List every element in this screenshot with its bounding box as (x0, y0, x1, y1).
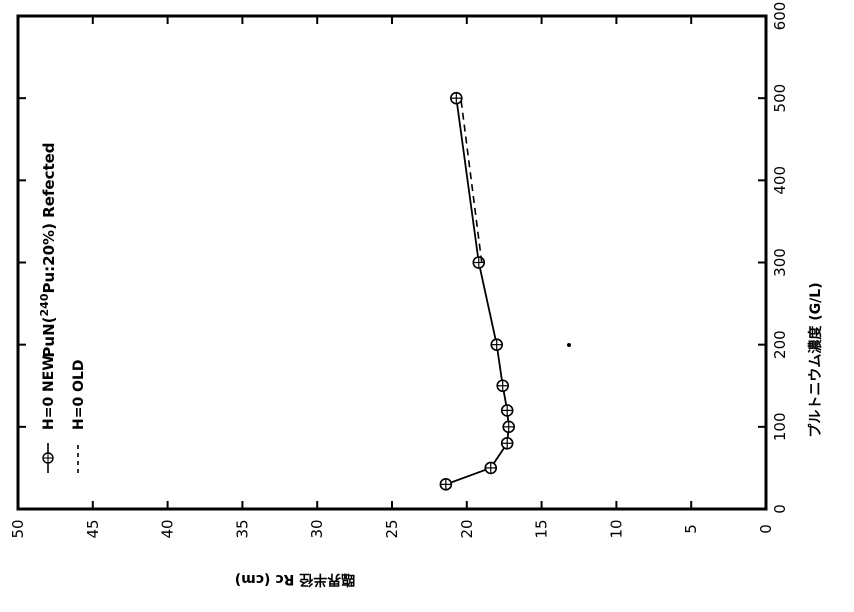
y-tick-label: 5 (682, 524, 700, 534)
y-tick-label: 0 (757, 524, 775, 534)
stray-dot (567, 343, 571, 347)
chart-title-rest: Pu:20%) Refected (40, 142, 58, 293)
legend-item: H=0 OLD (71, 359, 87, 473)
series-line-1 (460, 98, 483, 263)
y-tick-label: 30 (308, 519, 326, 538)
chart-title-superscript: 240 (38, 293, 51, 316)
x-tick-label: 200 (771, 330, 789, 359)
x-axis-ticks: 0 100 200 300 400 500 600 (18, 2, 789, 514)
chart-title-prefix: PuN( (40, 316, 58, 357)
series-line-0 (445, 98, 510, 486)
data-point (484, 461, 498, 475)
y-tick-label: 50 (9, 519, 27, 538)
y-tick-label: 10 (607, 519, 625, 538)
y-tick-label: 40 (159, 519, 177, 538)
data-point (450, 91, 463, 105)
x-tick-label: 300 (771, 248, 789, 277)
plot-frame (16, 14, 768, 511)
data-point (500, 404, 514, 417)
data-point (500, 436, 514, 450)
legend-label: H=0 NEW (41, 355, 57, 430)
data-point (439, 478, 453, 491)
x-tick-label: 400 (771, 166, 789, 195)
x-axis-label: プルトニウム濃度 (G/L) (807, 282, 824, 437)
legend-item: H=0 NEW (41, 355, 57, 473)
y-axis-label: 臨界半径 Rc (cm) (235, 571, 356, 588)
data-point (472, 256, 486, 269)
series-layer (439, 91, 515, 491)
x-tick-label: 500 (771, 84, 789, 113)
y-tick-label: 35 (233, 519, 251, 538)
x-tick-label: 100 (771, 413, 789, 442)
chart-title: PuN(240Pu:20%) Refected (38, 142, 58, 357)
data-point (490, 338, 504, 351)
y-axis-ticks: 0 5 10 15 20 25 30 35 40 45 50 (9, 16, 775, 539)
data-point (496, 379, 510, 393)
y-tick-label: 25 (383, 519, 401, 538)
x-tick-label: 0 (771, 504, 789, 514)
chart-title-group: PuN(240Pu:20%) Refected (38, 142, 58, 357)
y-tick-label: 20 (458, 519, 476, 538)
legend: H=0 NEW H=0 OLD (41, 355, 87, 473)
legend-label: H=0 OLD (71, 359, 87, 430)
y-tick-label: 45 (84, 519, 102, 538)
data-point (502, 420, 515, 434)
y-tick-label: 15 (533, 519, 551, 538)
x-tick-label: 600 (771, 2, 789, 31)
